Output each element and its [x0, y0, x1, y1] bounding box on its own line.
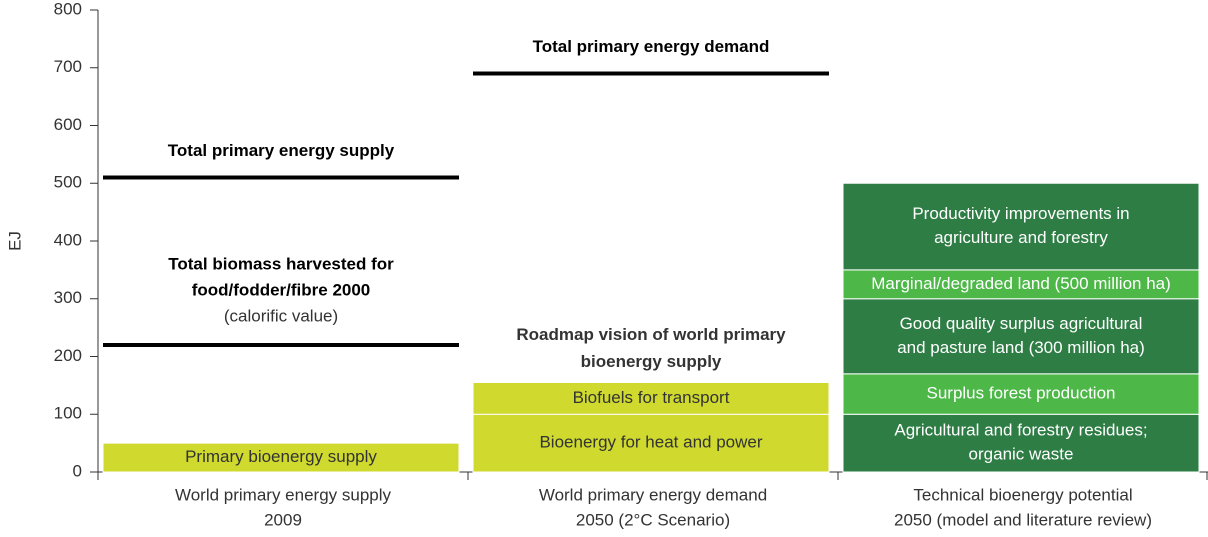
segment-label: Bioenergy for heat and power: [539, 433, 762, 452]
reference-label: Total primary energy demand: [533, 37, 770, 56]
y-axis-label: EJ: [5, 231, 24, 251]
y-tick-label: 700: [54, 57, 82, 76]
bar-segment: [472, 381, 830, 415]
segment-label: Marginal/degraded land (500 million ha): [871, 274, 1171, 293]
segment-label: Surplus forest production: [927, 384, 1116, 403]
x-tick-label: 2050 (2°C Scenario): [576, 510, 730, 529]
x-tick-label: World primary energy demand: [539, 485, 767, 504]
stack-heading: bioenergy supply: [581, 352, 722, 371]
segment-label: Biofuels for transport: [573, 388, 730, 407]
stack-heading: Roadmap vision of world primary: [516, 325, 786, 344]
segment-label: Good quality surplus agricultural: [900, 314, 1143, 333]
bar-segment: [102, 442, 460, 473]
bar-segment: [842, 269, 1200, 300]
segment-label: Primary bioenergy supply: [185, 447, 377, 466]
bar-segment: [842, 413, 1200, 473]
reference-label: food/fodder/fibre 2000: [192, 280, 371, 299]
y-tick-label: 400: [54, 230, 82, 249]
segment-label: Agricultural and forestry residues;: [894, 421, 1147, 440]
segment-label: Productivity improvements in: [912, 204, 1129, 223]
y-tick-label: 600: [54, 115, 82, 134]
bar-segment: [842, 298, 1200, 375]
x-tick-label: World primary energy supply: [175, 485, 392, 504]
bar-segment: [472, 413, 830, 473]
y-tick-label: 800: [54, 0, 82, 18]
segment-label: organic waste: [969, 445, 1074, 464]
reference-label: Total biomass harvested for: [168, 254, 394, 273]
segment-label: agriculture and forestry: [934, 228, 1108, 247]
bar-segment: [842, 373, 1200, 415]
y-tick-label: 200: [54, 346, 82, 365]
reference-label: Total primary energy supply: [168, 141, 395, 160]
y-tick-label: 300: [54, 288, 82, 307]
segment-label: and pasture land (300 million ha): [897, 338, 1145, 357]
y-tick-label: 0: [73, 461, 82, 480]
bar-segment: [842, 182, 1200, 271]
reference-note: (calorific value): [224, 306, 338, 325]
y-tick-label: 500: [54, 173, 82, 192]
x-tick-label: 2050 (model and literature review): [894, 510, 1152, 529]
x-tick-label: Technical bioenergy potential: [913, 485, 1132, 504]
x-tick-label: 2009: [264, 510, 302, 529]
y-tick-label: 100: [54, 404, 82, 423]
